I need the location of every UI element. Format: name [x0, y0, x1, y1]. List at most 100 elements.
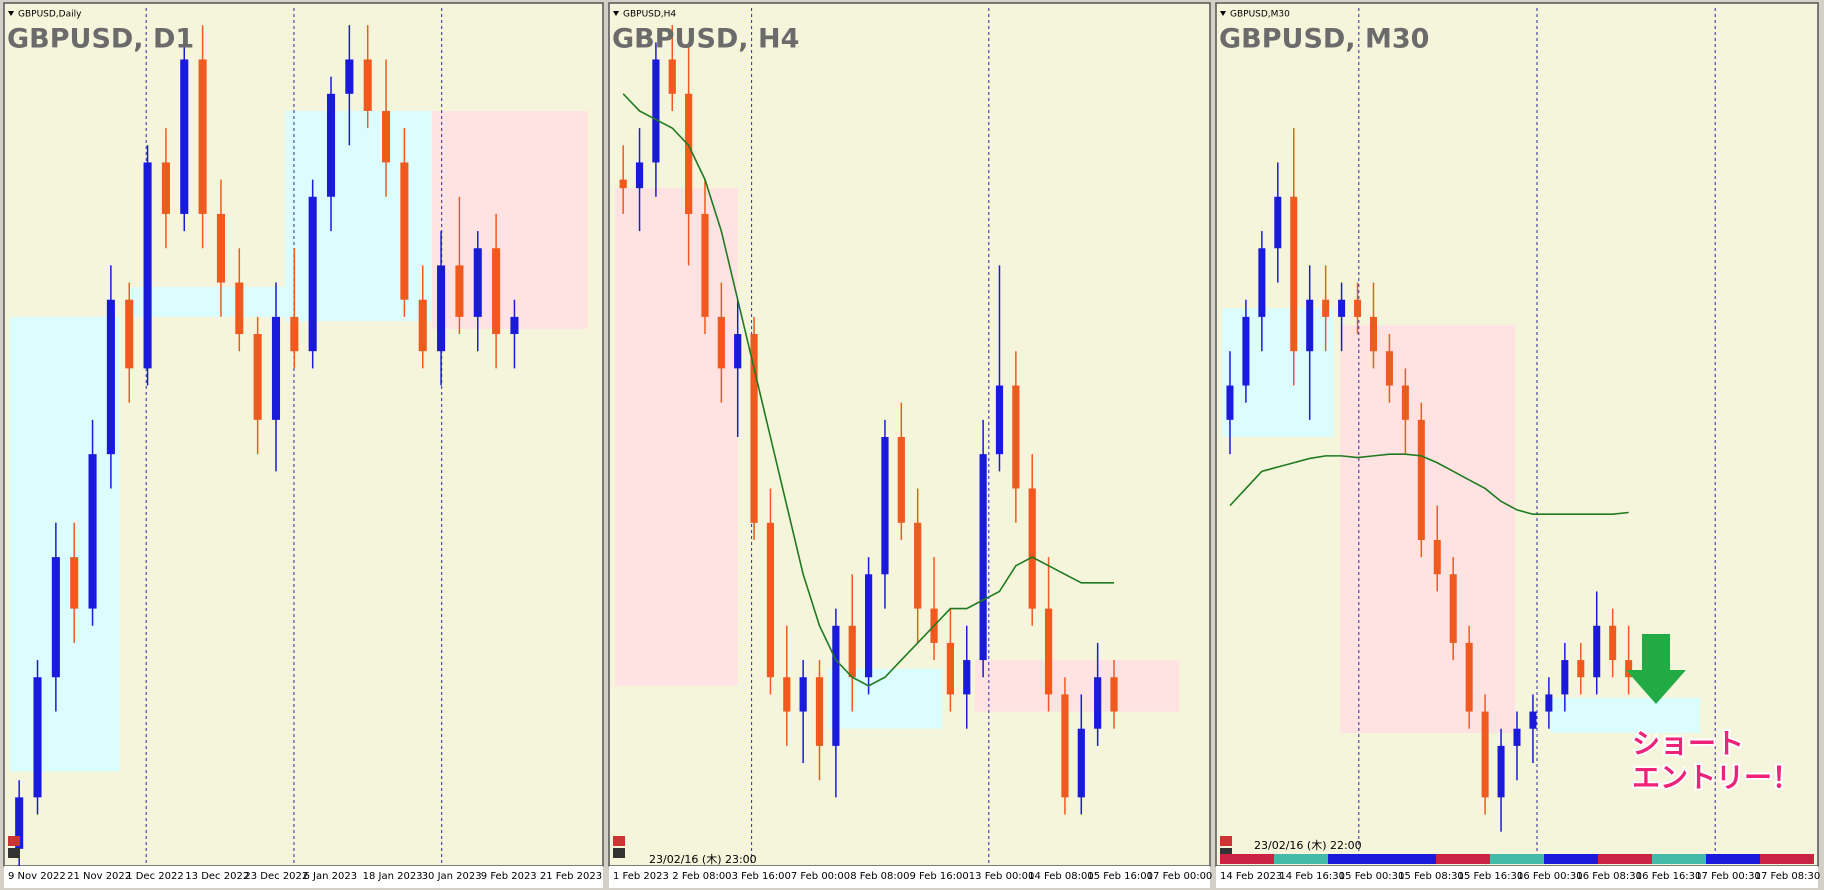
- candle-body: [1094, 677, 1102, 729]
- candle-body: [979, 454, 987, 661]
- candle-body: [33, 677, 42, 798]
- candle-body: [345, 59, 354, 94]
- timestamp: 23/02/16 (木) 23:00: [649, 853, 757, 866]
- signal-bar: [1328, 854, 1382, 864]
- zone: [1550, 697, 1701, 734]
- candle-body: [1625, 660, 1633, 678]
- annotation: ショート: [1632, 727, 1744, 760]
- candle-body: [1561, 660, 1569, 695]
- signal-bar: [1436, 854, 1490, 864]
- candle-body: [946, 642, 955, 695]
- candle-body: [897, 437, 905, 523]
- candle-body: [235, 282, 244, 335]
- candle-body: [1110, 677, 1118, 712]
- candle-body: [881, 437, 889, 575]
- axis-strip: [4, 866, 603, 888]
- x-tick-label: 15 Feb 08:30: [1398, 871, 1464, 882]
- symbol-label: GBPUSD,M30: [1230, 10, 1290, 20]
- annotation: エントリー！: [1632, 761, 1800, 794]
- candle-body: [253, 334, 262, 420]
- x-tick-label: 3 Feb 16:00: [732, 871, 791, 882]
- zone: [10, 316, 121, 772]
- candle-body: [783, 677, 791, 712]
- candle-body: [1012, 385, 1020, 489]
- candle-body: [308, 196, 317, 352]
- candle-body: [963, 660, 971, 695]
- x-tick-label: 17 Feb 00:00: [1147, 871, 1213, 882]
- candle-body: [1593, 625, 1601, 678]
- signal-bar: [1382, 854, 1436, 864]
- x-tick-label: 23 Dec 2022: [244, 871, 308, 882]
- candle-body: [1354, 299, 1362, 317]
- candle-body: [1077, 728, 1085, 798]
- candle-body: [815, 677, 824, 746]
- signal-bar: [1490, 854, 1544, 864]
- candle-body: [88, 454, 97, 609]
- zone: [1222, 308, 1334, 437]
- entry-arrow: [1626, 634, 1686, 704]
- symbol-arrow: [8, 11, 14, 16]
- x-tick-label: 21 Nov 2022: [67, 871, 131, 882]
- zone: [285, 110, 432, 322]
- x-tick-label: 9 Feb 2023: [481, 871, 537, 882]
- candle-body: [1226, 385, 1234, 420]
- tool-icon: [1220, 848, 1232, 858]
- candle-body: [198, 59, 207, 214]
- x-tick-label: 30 Jan 2023: [422, 871, 482, 882]
- candle-body: [510, 316, 519, 335]
- x-tick-label: 16 Feb 08:30: [1576, 871, 1642, 882]
- candle-body: [619, 179, 627, 189]
- x-tick-label: 8 Feb 08:00: [850, 871, 909, 882]
- candle-body: [750, 334, 758, 523]
- x-tick-label: 7 Feb 00:00: [791, 871, 850, 882]
- zone: [1340, 325, 1516, 734]
- candle-body: [995, 385, 1004, 455]
- candle-body: [799, 677, 807, 712]
- candle-body: [1401, 385, 1409, 420]
- x-tick-label: 14 Feb 08:00: [1028, 871, 1094, 882]
- candle-body: [1609, 625, 1617, 661]
- candle-body: [180, 59, 189, 214]
- candle-body: [70, 557, 79, 609]
- x-tick-label: 1 Feb 2023: [613, 871, 669, 882]
- x-tick-label: 6 Jan 2023: [304, 871, 358, 882]
- candle-body: [864, 574, 873, 678]
- chart-title: GBPUSD, H4: [612, 24, 799, 55]
- signal-bar: [1220, 854, 1274, 864]
- x-tick-label: 15 Feb 16:00: [1087, 871, 1153, 882]
- tool-icon: [613, 848, 625, 858]
- x-tick-label: 9 Nov 2022: [8, 871, 66, 882]
- x-tick-label: 1 Dec 2022: [126, 871, 184, 882]
- candle-body: [1465, 642, 1473, 712]
- candle-body: [363, 59, 372, 111]
- candle-body: [455, 265, 464, 317]
- candle-body: [1545, 694, 1553, 712]
- x-tick-label: 17 Feb 00:30: [1695, 871, 1761, 882]
- candle-body: [1497, 745, 1505, 798]
- signal-bar: [1274, 854, 1328, 864]
- chart-title: GBPUSD, M30: [1219, 24, 1429, 55]
- candle-body: [652, 59, 660, 163]
- x-tick-label: 21 Feb 2023: [540, 871, 602, 882]
- candle-body: [326, 93, 336, 197]
- x-tick-label: 14 Feb 2023: [1220, 871, 1282, 882]
- zone: [827, 668, 943, 729]
- candle-body: [1061, 694, 1069, 798]
- candle-body: [1322, 299, 1330, 317]
- candle-body: [1385, 351, 1393, 386]
- candle-body: [1242, 316, 1250, 386]
- candle-body: [1028, 488, 1036, 609]
- timestamp: 23/02/16 (木) 22:00: [1254, 839, 1362, 852]
- candle-body: [143, 162, 152, 369]
- candle-body: [1369, 316, 1377, 352]
- moving-average: [622, 93, 1115, 687]
- candle-body: [1306, 299, 1314, 352]
- moving-average: [1229, 453, 1629, 516]
- signal-bar: [1544, 854, 1598, 864]
- chart-title: GBPUSD, D1: [7, 24, 194, 55]
- x-tick-label: 13 Dec 2022: [185, 871, 249, 882]
- x-tick-label: 2 Feb 08:00: [672, 871, 731, 882]
- candle-body: [832, 625, 840, 746]
- candle-body: [734, 334, 742, 369]
